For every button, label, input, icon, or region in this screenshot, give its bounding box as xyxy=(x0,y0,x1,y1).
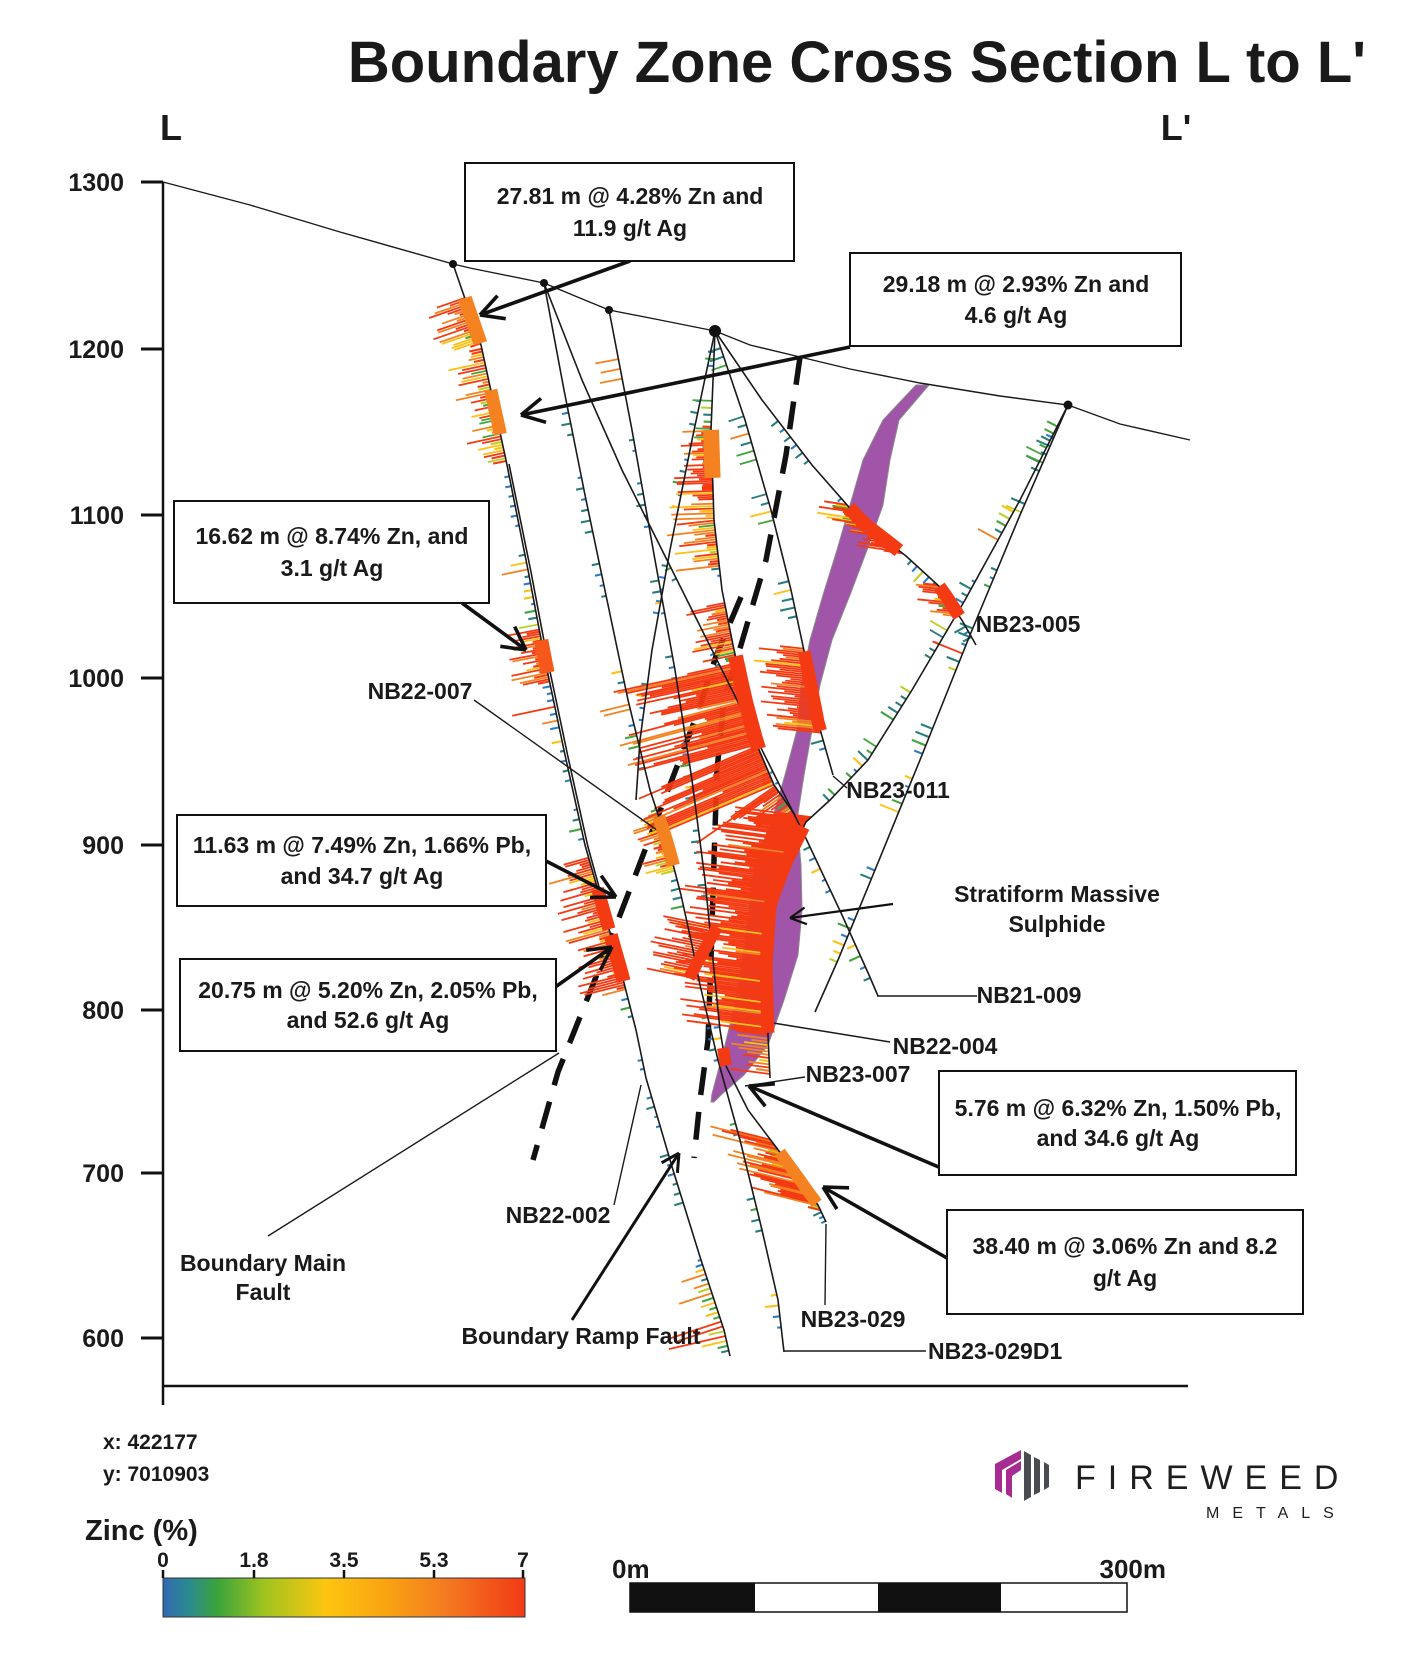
svg-text:Sulphide: Sulphide xyxy=(1008,911,1105,937)
svg-text:900: 900 xyxy=(82,832,124,860)
svg-text:NB22-002: NB22-002 xyxy=(506,1202,611,1228)
svg-text:7: 7 xyxy=(517,1549,529,1572)
svg-text:METALS: METALS xyxy=(1206,1505,1347,1522)
svg-text:NB22-007: NB22-007 xyxy=(368,678,473,704)
svg-text:L': L' xyxy=(1161,107,1192,148)
svg-text:FIREWEED: FIREWEED xyxy=(1075,1459,1350,1497)
svg-text:5.76 m @ 6.32% Zn, 1.50% Pb,: 5.76 m @ 6.32% Zn, 1.50% Pb, xyxy=(955,1095,1282,1121)
svg-text:1200: 1200 xyxy=(68,336,124,364)
svg-text:16.62 m @ 8.74% Zn, and: 16.62 m @ 8.74% Zn, and xyxy=(196,523,469,549)
svg-text:Fault: Fault xyxy=(236,1279,291,1305)
svg-text:NB23-007: NB23-007 xyxy=(806,1061,911,1087)
svg-text:1000: 1000 xyxy=(68,665,124,693)
svg-text:y: 7010903: y: 7010903 xyxy=(103,1463,209,1486)
svg-text:3.5: 3.5 xyxy=(329,1549,359,1572)
svg-text:and 34.6 g/t Ag: and 34.6 g/t Ag xyxy=(1037,1125,1200,1151)
svg-text:11.9 g/t Ag: 11.9 g/t Ag xyxy=(573,215,687,241)
svg-text:700: 700 xyxy=(82,1160,124,1188)
svg-text:29.18 m @ 2.93% Zn and: 29.18 m @ 2.93% Zn and xyxy=(883,271,1150,297)
svg-text:4.6 g/t Ag: 4.6 g/t Ag xyxy=(965,302,1068,328)
svg-text:800: 800 xyxy=(82,997,124,1025)
svg-text:11.63 m @ 7.49% Zn, 1.66% Pb,: 11.63 m @ 7.49% Zn, 1.66% Pb, xyxy=(193,832,531,858)
svg-text:38.40 m @ 3.06% Zn and 8.2: 38.40 m @ 3.06% Zn and 8.2 xyxy=(973,1233,1278,1259)
svg-text:Stratiform Massive: Stratiform Massive xyxy=(954,881,1160,907)
svg-text:3.1 g/t Ag: 3.1 g/t Ag xyxy=(281,555,384,581)
svg-text:Boundary Main: Boundary Main xyxy=(180,1250,346,1276)
svg-text:Boundary Zone Cross Section L: Boundary Zone Cross Section L to L' xyxy=(348,30,1366,95)
svg-text:NB23-029: NB23-029 xyxy=(801,1306,906,1332)
svg-text:L: L xyxy=(160,107,182,148)
svg-text:NB23-005: NB23-005 xyxy=(976,611,1081,637)
svg-text:g/t Ag: g/t Ag xyxy=(1093,1265,1157,1291)
svg-text:1300: 1300 xyxy=(68,169,124,197)
svg-text:0m: 0m xyxy=(612,1554,650,1584)
svg-text:300m: 300m xyxy=(1100,1554,1167,1584)
svg-text:Zinc (%): Zinc (%) xyxy=(85,1515,198,1547)
svg-text:0: 0 xyxy=(157,1549,169,1572)
svg-text:and 34.7 g/t Ag: and 34.7 g/t Ag xyxy=(281,863,444,889)
svg-text:600: 600 xyxy=(82,1325,124,1353)
svg-text:NB23-011: NB23-011 xyxy=(846,777,950,803)
svg-text:and 52.6 g/t Ag: and 52.6 g/t Ag xyxy=(287,1007,450,1033)
svg-text:1.8: 1.8 xyxy=(239,1549,269,1572)
svg-text:5.3: 5.3 xyxy=(419,1549,448,1572)
svg-text:27.81 m @ 4.28% Zn and: 27.81 m @ 4.28% Zn and xyxy=(497,183,764,209)
svg-text:x: 422177: x: 422177 xyxy=(103,1431,198,1454)
svg-text:NB22-004: NB22-004 xyxy=(893,1033,998,1059)
svg-text:20.75 m @ 5.20% Zn, 2.05% Pb,: 20.75 m @ 5.20% Zn, 2.05% Pb, xyxy=(198,977,537,1003)
svg-text:Boundary Ramp Fault: Boundary Ramp Fault xyxy=(462,1323,701,1349)
svg-text:1100: 1100 xyxy=(70,502,124,530)
svg-text:NB21-009: NB21-009 xyxy=(977,982,1082,1008)
svg-text:NB23-029D1: NB23-029D1 xyxy=(928,1338,1062,1364)
